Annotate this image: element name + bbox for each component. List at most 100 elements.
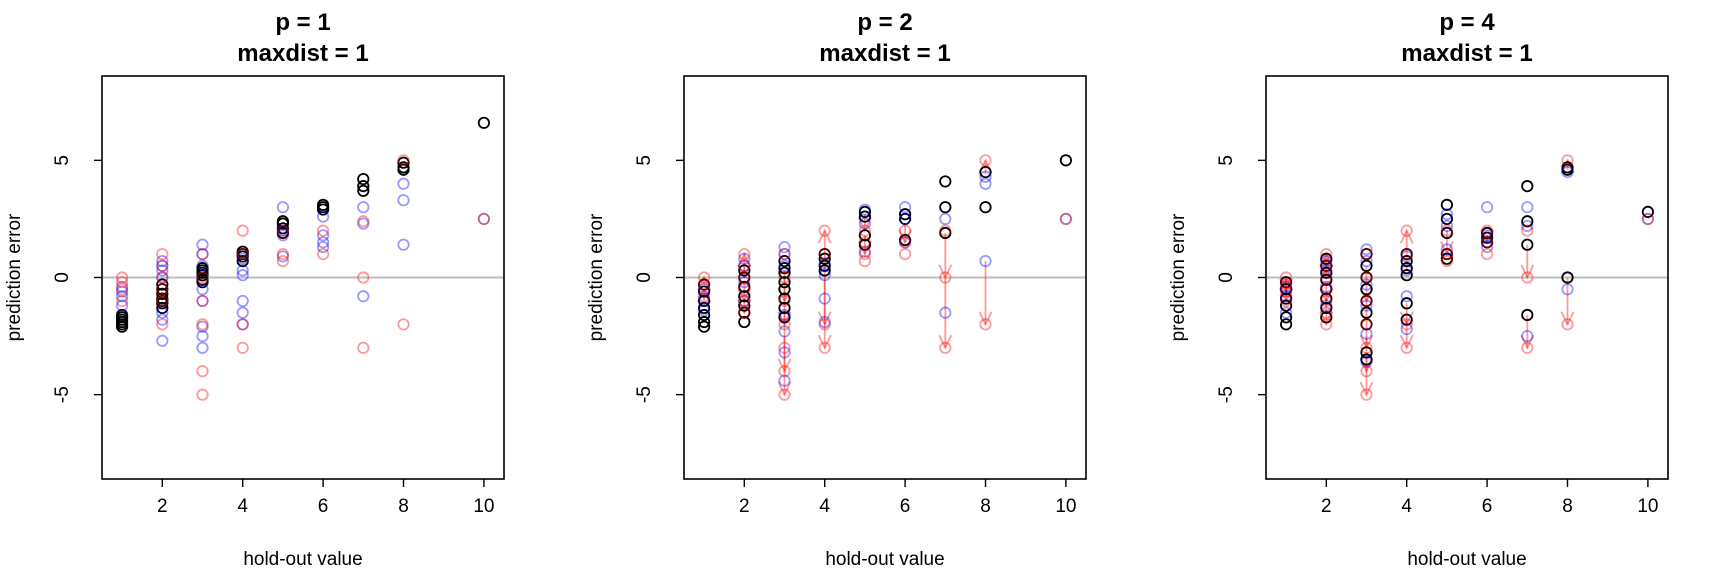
data-point (738, 264, 751, 277)
data-point (1059, 212, 1073, 226)
arrow-head (737, 264, 752, 280)
data-point (778, 311, 791, 324)
data-point (196, 247, 209, 261)
data-point (156, 271, 169, 284)
data-point (276, 247, 289, 261)
data-point (236, 252, 249, 265)
data-point (236, 318, 249, 331)
data-point (778, 271, 791, 284)
data-point (1280, 318, 1293, 331)
data-point (1360, 318, 1373, 331)
data-point (236, 264, 249, 277)
data-point (1481, 226, 1494, 240)
data-point (397, 318, 410, 331)
data-point (156, 278, 169, 291)
data-point (196, 341, 209, 354)
arrow-mark (1560, 277, 1575, 327)
data-point (1481, 224, 1494, 237)
data-point (196, 264, 209, 277)
data-point (116, 299, 129, 312)
data-point (778, 266, 791, 279)
data-point (156, 283, 169, 296)
data-point (979, 154, 992, 167)
data-point (697, 271, 711, 284)
data-point (778, 374, 791, 387)
data-point (858, 203, 872, 216)
data-point (196, 238, 209, 251)
data-point (1360, 355, 1373, 368)
data-point (1481, 231, 1494, 244)
data-point (1440, 208, 1454, 221)
data-point (1561, 163, 1574, 176)
chart-title-line: maxdist = 1 (819, 40, 950, 67)
data-point (1400, 313, 1413, 326)
data-point (276, 201, 289, 214)
data-point (778, 247, 791, 261)
data-point (357, 341, 370, 354)
arrow-head (737, 299, 752, 315)
data-point (939, 226, 952, 240)
data-point (697, 278, 711, 291)
data-point (1521, 329, 1534, 343)
data-point (196, 329, 209, 343)
data-point (1521, 341, 1534, 354)
data-point (1320, 254, 1333, 268)
data-point (697, 290, 711, 303)
data-point (1440, 224, 1454, 237)
data-point (236, 306, 249, 319)
data-point (858, 238, 872, 251)
data-point (778, 325, 791, 338)
panel-p1: p = 1 maxdist = 1 2 4 6 8 10 -5 0 5 hold-out value… (4, 9, 505, 570)
data-point (1440, 226, 1454, 240)
data-point (316, 236, 330, 249)
data-point (1360, 353, 1373, 366)
chart-title-line: maxdist = 1 (237, 40, 368, 67)
data-point (1320, 264, 1333, 277)
data-point (1481, 247, 1494, 261)
data-point (1561, 283, 1574, 296)
data-point (116, 308, 129, 322)
data-point (477, 212, 490, 226)
x-tick-label: 8 (398, 496, 409, 517)
data-point (778, 294, 791, 308)
data-point (898, 212, 912, 226)
data-point (697, 278, 711, 291)
data-point (898, 236, 912, 249)
data-point (1561, 165, 1574, 179)
chart-title-line: maxdist = 1 (1401, 40, 1532, 67)
panel-p2: p = 2 maxdist = 1 2 4 6 8 10 -5 0 5 hold-out value… (586, 9, 1087, 570)
data-point (1400, 250, 1413, 263)
data-point (316, 210, 330, 223)
data-point (738, 259, 751, 272)
data-point (156, 283, 169, 296)
data-point (778, 240, 791, 254)
data-point (1320, 271, 1333, 284)
data-point (1360, 341, 1373, 354)
y-tick-label: -5 (1216, 386, 1237, 403)
data-point (898, 212, 912, 226)
data-point (939, 224, 952, 237)
arrow-mark (817, 265, 832, 350)
data-point (1280, 280, 1293, 293)
chart-title-line: p = 2 (857, 9, 912, 36)
data-point (1440, 247, 1454, 261)
data-point (156, 318, 169, 331)
data-point (1440, 247, 1454, 261)
data-point (697, 292, 711, 305)
data-point (778, 365, 791, 378)
data-point (236, 269, 249, 282)
data-point (156, 264, 169, 277)
data-point (1400, 290, 1413, 303)
data-point (898, 201, 912, 214)
data-point (236, 224, 249, 237)
x-axis-label: hold-out value (243, 549, 362, 570)
data-point (156, 259, 169, 272)
data-point (316, 240, 330, 254)
panel-p4: p = 4 maxdist = 1 2 4 6 8 10 -5 0 5 hold-out value… (1168, 9, 1669, 570)
data-point (1521, 271, 1534, 284)
data-point (1400, 247, 1413, 261)
arrow-head (858, 241, 872, 257)
data-point (316, 247, 330, 261)
x-tick-label: 4 (819, 496, 830, 517)
data-point (276, 222, 289, 235)
